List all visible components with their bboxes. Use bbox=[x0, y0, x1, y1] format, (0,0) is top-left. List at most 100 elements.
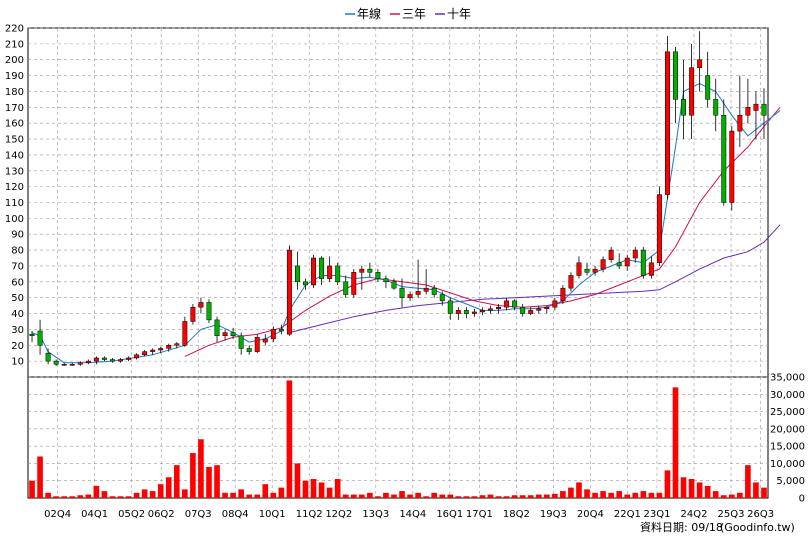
legend: 年線 三年 十年 bbox=[345, 6, 471, 21]
candle bbox=[311, 254, 317, 289]
candle bbox=[270, 326, 276, 343]
candle bbox=[166, 343, 172, 352]
volume-bar bbox=[182, 489, 188, 498]
candle bbox=[576, 256, 582, 279]
volume-bar bbox=[310, 478, 317, 498]
volume-bar bbox=[93, 485, 100, 498]
candle bbox=[737, 75, 743, 147]
price-tick-label: 60 bbox=[11, 277, 24, 288]
price-tick-label: 140 bbox=[5, 150, 24, 161]
volume-bar bbox=[527, 495, 534, 498]
candle bbox=[673, 47, 678, 124]
candle bbox=[53, 359, 59, 366]
volume-bar bbox=[487, 494, 494, 498]
volume-bar bbox=[761, 487, 767, 498]
candle bbox=[238, 332, 244, 355]
candle bbox=[624, 254, 630, 271]
x-tick-label: 18Q2 bbox=[503, 509, 530, 520]
volume-bar bbox=[286, 380, 293, 498]
x-tick-label: 02Q4 bbox=[44, 509, 71, 520]
candle bbox=[600, 256, 606, 273]
candle bbox=[278, 324, 284, 335]
volume-grid bbox=[28, 376, 768, 498]
price-tick-label: 20 bbox=[11, 341, 24, 352]
price-tick-label: 40 bbox=[11, 309, 24, 320]
candle bbox=[126, 356, 132, 362]
volume-bar bbox=[29, 480, 35, 498]
price-panel bbox=[27, 27, 769, 378]
x-tick-label: 10Q1 bbox=[259, 509, 286, 520]
candle bbox=[761, 88, 767, 140]
volume-bar bbox=[511, 495, 518, 498]
candle bbox=[254, 334, 260, 354]
candle bbox=[544, 305, 550, 314]
x-tick-label: 26Q3 bbox=[747, 509, 774, 520]
x-tick-label: 05Q2 bbox=[118, 509, 145, 520]
volume-bar bbox=[656, 492, 663, 498]
volume-bar bbox=[672, 387, 679, 498]
volume-tick-label: 0 bbox=[799, 494, 805, 505]
candle bbox=[431, 284, 437, 298]
candle bbox=[93, 356, 99, 365]
volume-bar bbox=[648, 492, 655, 498]
volume-bar bbox=[383, 492, 389, 498]
candle bbox=[85, 359, 91, 365]
legend-entry: 年線 bbox=[357, 6, 381, 21]
candle bbox=[359, 265, 365, 290]
volume-bar bbox=[688, 478, 695, 498]
volume-bar bbox=[608, 492, 614, 498]
volume-bar bbox=[61, 496, 68, 498]
volume-bar bbox=[479, 495, 486, 498]
volume-bar bbox=[640, 491, 647, 498]
candle bbox=[391, 278, 397, 290]
candle bbox=[423, 269, 429, 295]
volume-bar bbox=[326, 487, 333, 498]
candle bbox=[37, 319, 43, 355]
volume-bar bbox=[117, 496, 124, 498]
candle bbox=[584, 262, 590, 276]
candle bbox=[753, 91, 759, 140]
price-tick-label: 200 bbox=[5, 55, 24, 66]
candle bbox=[479, 307, 485, 316]
candle bbox=[648, 256, 654, 279]
volume-bar bbox=[720, 495, 727, 498]
volume-bar bbox=[165, 477, 172, 498]
volume-bar bbox=[463, 496, 470, 498]
volume-bar bbox=[535, 494, 542, 498]
volume-bar bbox=[519, 495, 526, 498]
x-axis-ticks: 02Q4 04Q1 05Q2 06Q2 07Q3 08Q4 10Q1 11Q2 12Q2 13Q3… bbox=[44, 509, 774, 520]
candle bbox=[198, 297, 204, 314]
legend-entry: 十年 bbox=[447, 7, 471, 21]
candle bbox=[447, 297, 453, 320]
candle bbox=[520, 304, 526, 317]
price-tick-label: 80 bbox=[11, 246, 24, 257]
x-tick-label: 07Q3 bbox=[185, 509, 212, 520]
x-tick-label: 23Q1 bbox=[644, 509, 671, 520]
candle bbox=[206, 299, 212, 324]
volume-bar bbox=[45, 492, 51, 498]
volume-bar bbox=[262, 484, 269, 498]
price-tick-label: 110 bbox=[5, 198, 24, 209]
volume-tick-label: 5,000 bbox=[776, 476, 805, 487]
candle bbox=[407, 291, 413, 301]
price-tick-label: 170 bbox=[5, 103, 24, 114]
candle bbox=[174, 342, 180, 349]
candle bbox=[246, 345, 252, 355]
volume-bar bbox=[230, 492, 236, 498]
volume-bar bbox=[77, 495, 84, 498]
x-tick-label: 12Q2 bbox=[325, 509, 352, 520]
candle bbox=[592, 265, 598, 276]
candle bbox=[367, 262, 373, 278]
price-grid bbox=[28, 27, 768, 377]
volume-tick-label: 10,000 bbox=[770, 459, 805, 470]
price-tick-label: 120 bbox=[5, 182, 24, 193]
volume-bar bbox=[664, 470, 671, 498]
candle bbox=[262, 334, 268, 346]
candle bbox=[512, 299, 518, 311]
volume-bar bbox=[568, 487, 574, 498]
volume-bar bbox=[431, 492, 438, 498]
price-tick-label: 220 bbox=[5, 24, 24, 35]
volume-bar bbox=[198, 439, 204, 498]
x-tick-label: 19Q3 bbox=[540, 509, 567, 520]
volume-bar bbox=[753, 482, 759, 498]
